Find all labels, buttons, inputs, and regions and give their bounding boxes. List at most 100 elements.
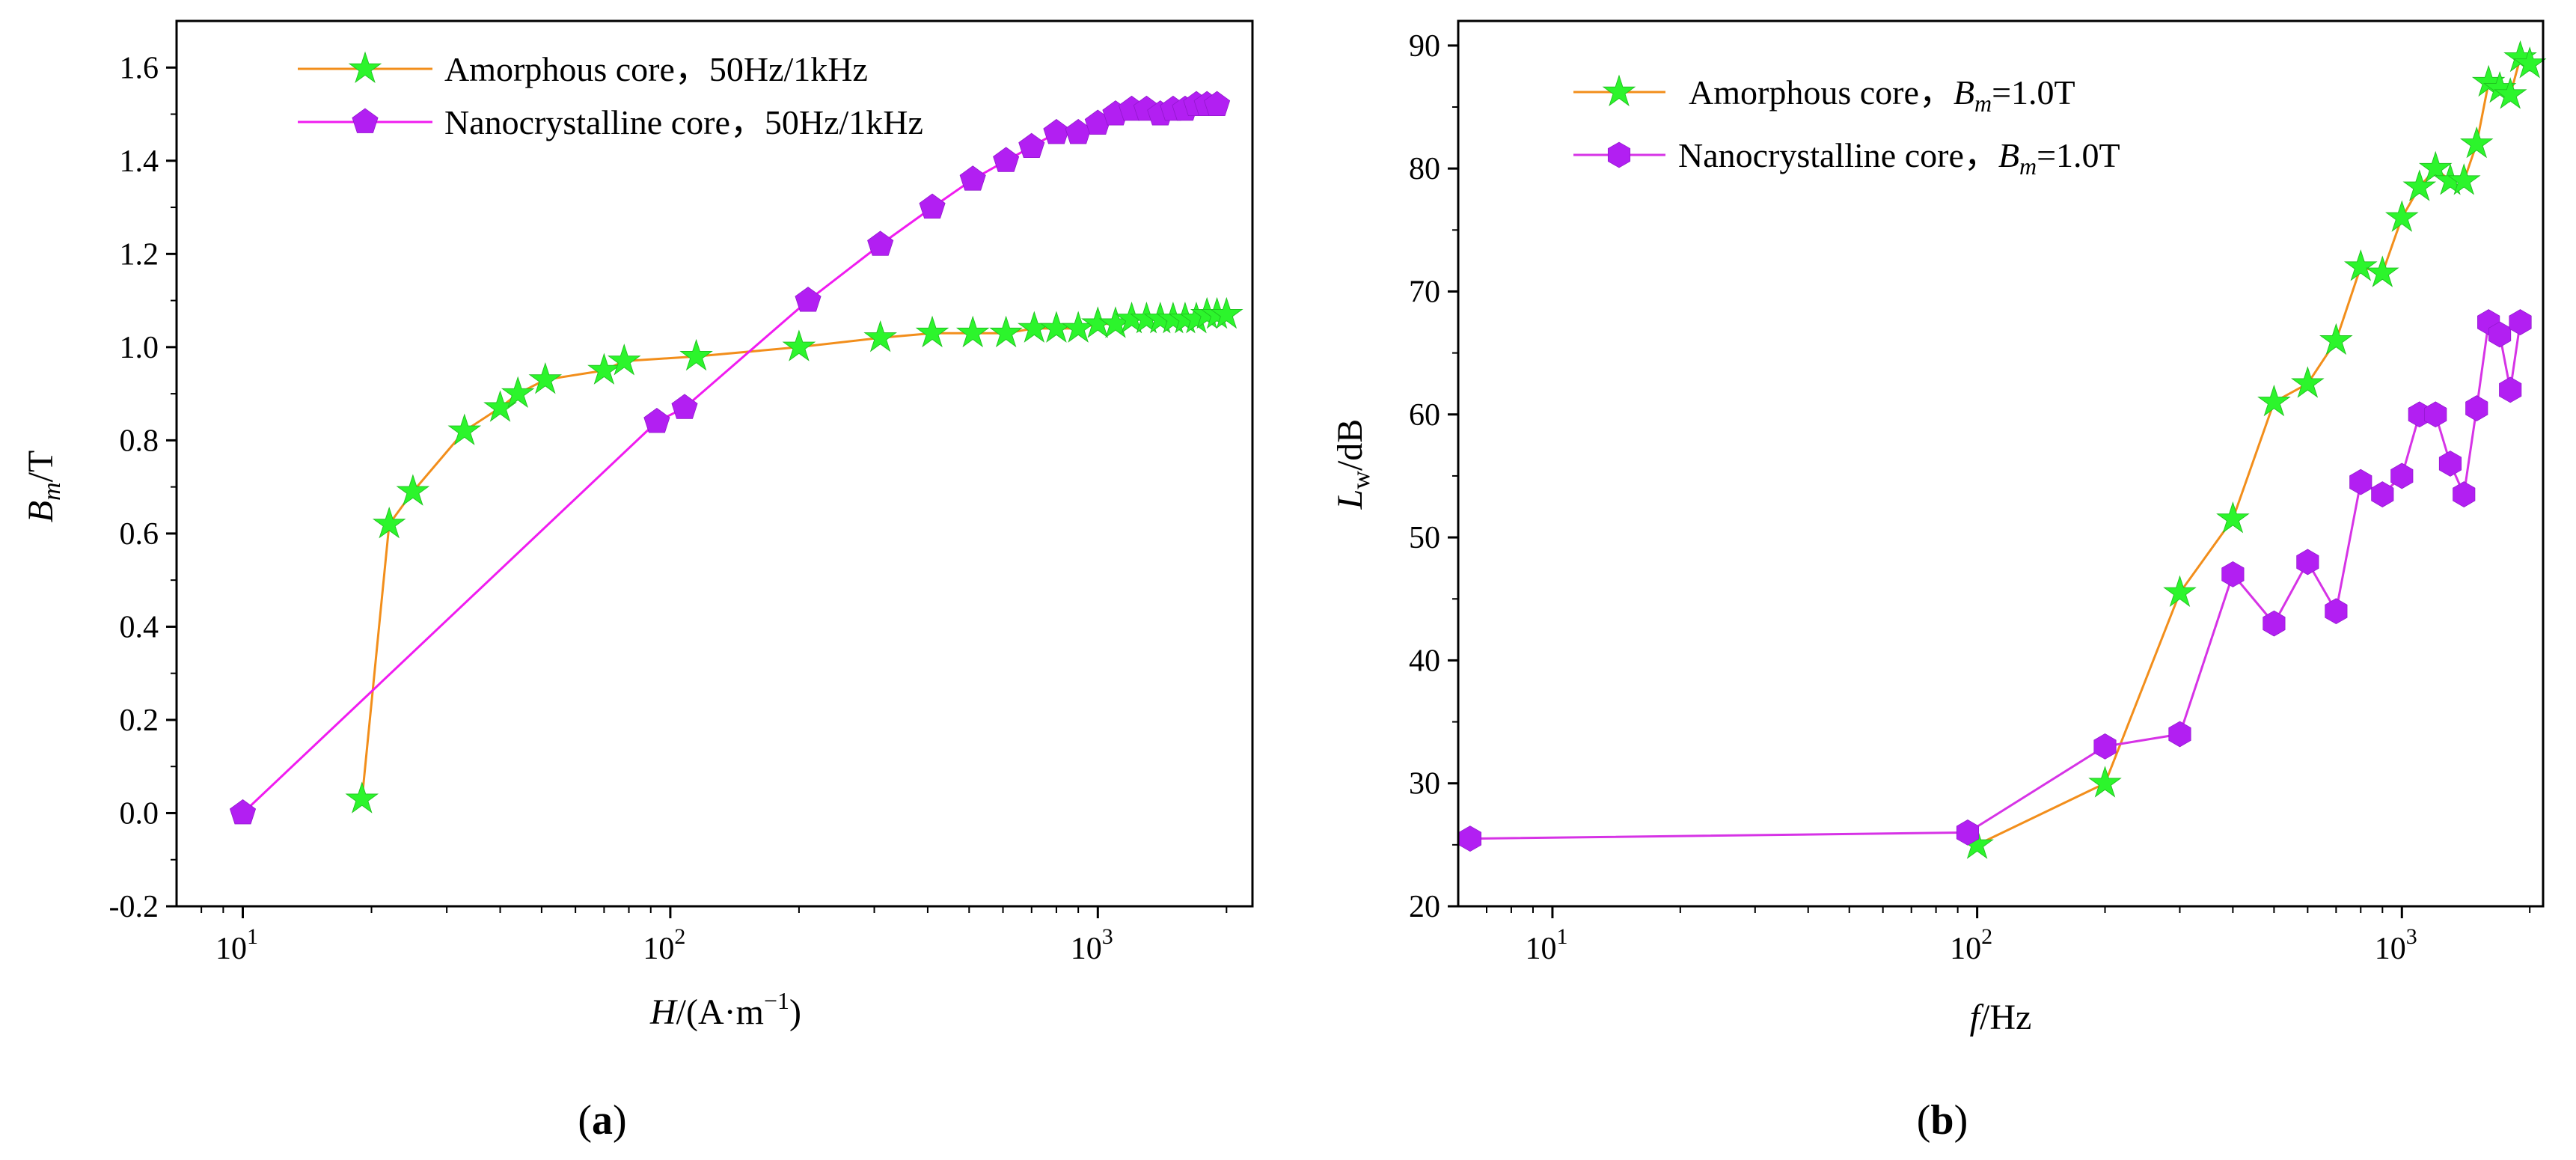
legend-marker-nanocrystalline-b — [1608, 142, 1630, 168]
panel-b-ticks: 20 30 40 50 60 70 80 90 101 102 103 — [1409, 29, 2531, 966]
ytick-label-b-2: 40 — [1409, 644, 1440, 678]
panel-a: -0.2 0.0 0.2 0.4 0.6 0.8 1.0 1.2 1.4 1.6 101 102 103… — [21, 19, 1254, 1144]
point-b-1-19 — [2509, 310, 2531, 335]
point-a-1-5 — [920, 194, 945, 219]
point-b-1-7 — [2325, 599, 2347, 624]
xtick-label-b-1: 102 — [1950, 924, 1992, 966]
point-b-1-6 — [2297, 549, 2319, 575]
panel-b-xlabel: f/Hz — [1970, 998, 2032, 1037]
point-a-0-17 — [1062, 312, 1094, 342]
xtick-label-a-0: 101 — [215, 924, 258, 966]
series-line-a-1 — [242, 103, 1217, 814]
ytick-label-b-4: 60 — [1409, 398, 1440, 433]
series-line-b-1 — [1469, 321, 2521, 840]
ytick-label-a-8: 1.4 — [120, 144, 159, 179]
point-b-0-7 — [2345, 251, 2376, 281]
point-b-0-2 — [2164, 576, 2196, 606]
legend-label-nanocrystalline-b: Nanocrystalline core，Bm=1.0T — [1678, 136, 2120, 180]
panel-a-series-layer — [230, 91, 1242, 824]
xtick-label-a-2: 103 — [1071, 924, 1113, 966]
point-b-0-5 — [2292, 367, 2323, 397]
series-a-0 — [346, 298, 1242, 812]
series-b-0 — [1962, 41, 2545, 858]
point-a-0-11 — [865, 321, 896, 351]
ytick-label-a-3: 0.4 — [120, 610, 159, 644]
xtick-label-b-2: 103 — [2375, 924, 2417, 966]
ytick-label-b-1: 30 — [1409, 767, 1440, 802]
panel-a-caption: (a) — [578, 1097, 626, 1144]
point-a-1-6 — [960, 166, 985, 191]
ytick-label-a-7: 1.2 — [120, 237, 159, 272]
point-a-0-3 — [449, 415, 480, 445]
point-a-0-0 — [346, 783, 378, 813]
panel-a-ticks: -0.2 0.0 0.2 0.4 0.6 0.8 1.0 1.2 1.4 1.6 101 102 103 — [109, 51, 1228, 966]
series-b-1 — [1459, 310, 2531, 852]
point-b-1-8 — [2350, 469, 2372, 495]
point-b-0-8 — [2367, 257, 2398, 287]
ytick-label-b-6: 80 — [1409, 152, 1440, 186]
point-b-1-9 — [2372, 482, 2393, 507]
point-b-0-13 — [2448, 165, 2479, 195]
legend-label-amorphous-b: Amorphous core，Bm=1.0T — [1689, 73, 2075, 117]
point-b-1-18 — [2499, 377, 2521, 403]
ytick-label-a-1: 0.0 — [120, 796, 159, 831]
ytick-label-a-6: 1.0 — [120, 331, 159, 365]
ytick-label-b-0: 20 — [1409, 890, 1440, 924]
ytick-label-a-4: 0.6 — [120, 517, 159, 552]
panel-a-xlabel: H/(A·m−1) — [649, 987, 801, 1032]
point-b-1-14 — [2453, 482, 2475, 507]
panel-b-caption: (b) — [1917, 1097, 1968, 1144]
point-a-1-8 — [1019, 133, 1044, 158]
xtick-label-b-0: 101 — [1525, 924, 1567, 966]
point-b-0-4 — [2258, 385, 2289, 415]
series-a-1 — [230, 91, 1229, 824]
legend-marker-nanocrystalline — [352, 109, 378, 133]
ytick-label-b-5: 70 — [1409, 275, 1440, 309]
point-a-1-1 — [644, 408, 670, 433]
legend-marker-amorphous — [349, 52, 381, 82]
point-a-1-9 — [1044, 119, 1069, 144]
legend-label-nanocrystalline: Nanocrystalline core，50Hz/1kHz — [444, 103, 923, 141]
panel-a-ylabel: Bm/T — [21, 451, 66, 523]
point-b-0-9 — [2386, 201, 2417, 231]
point-b-1-15 — [2466, 396, 2488, 421]
ytick-label-b-7: 90 — [1409, 29, 1440, 64]
point-b-0-3 — [2217, 502, 2248, 532]
legend-marker-amorphous-b — [1603, 76, 1635, 106]
point-b-1-10 — [2391, 463, 2413, 489]
panel-a-plot-frame — [175, 19, 1254, 908]
point-b-1-3 — [2169, 721, 2191, 747]
ytick-label-a-5: 0.8 — [120, 424, 159, 458]
point-a-0-4 — [485, 391, 516, 421]
panel-b: 20 30 40 50 60 70 80 90 101 102 103 Lw/dB f/Hz Amo… — [1330, 19, 2545, 1144]
point-b-1-0 — [1459, 826, 1481, 852]
xtick-label-a-1: 102 — [643, 924, 685, 966]
point-a-1-3 — [795, 287, 821, 312]
series-line-a-0 — [361, 313, 1227, 799]
legend-label-amorphous: Amorphous core，50Hz/1kHz — [444, 50, 868, 88]
point-b-0-1 — [2090, 767, 2121, 797]
panel-b-plot-frame — [1457, 19, 2545, 908]
point-a-0-13 — [957, 317, 988, 347]
point-a-1-2 — [672, 394, 697, 419]
point-a-1-7 — [994, 147, 1019, 172]
panel-b-legend: Amorphous core，Bm=1.0T Nanocrystalline c… — [1573, 73, 2120, 180]
ytick-label-a-0: -0.2 — [109, 890, 159, 924]
panel-b-series-layer — [1459, 41, 2545, 858]
panel-a-legend: Amorphous core，50Hz/1kHz Nanocrystalline… — [298, 50, 923, 141]
point-b-0-6 — [2320, 324, 2352, 354]
point-b-1-12 — [2425, 402, 2447, 427]
point-b-1-13 — [2439, 451, 2461, 477]
legend-entry-nanocrystalline: Nanocrystalline core，50Hz/1kHz — [298, 103, 923, 141]
point-a-1-4 — [868, 231, 893, 256]
point-a-0-10 — [783, 331, 815, 361]
point-b-0-14 — [2461, 127, 2492, 157]
point-b-1-2 — [2094, 733, 2116, 759]
ytick-label-a-2: 0.2 — [120, 703, 159, 738]
legend-entry-amorphous: Amorphous core，50Hz/1kHz — [298, 50, 868, 88]
legend-entry-amorphous-b: Amorphous core，Bm=1.0T — [1573, 73, 2075, 117]
point-a-0-6 — [530, 363, 561, 393]
point-a-0-14 — [991, 317, 1022, 347]
point-a-0-12 — [917, 317, 948, 347]
